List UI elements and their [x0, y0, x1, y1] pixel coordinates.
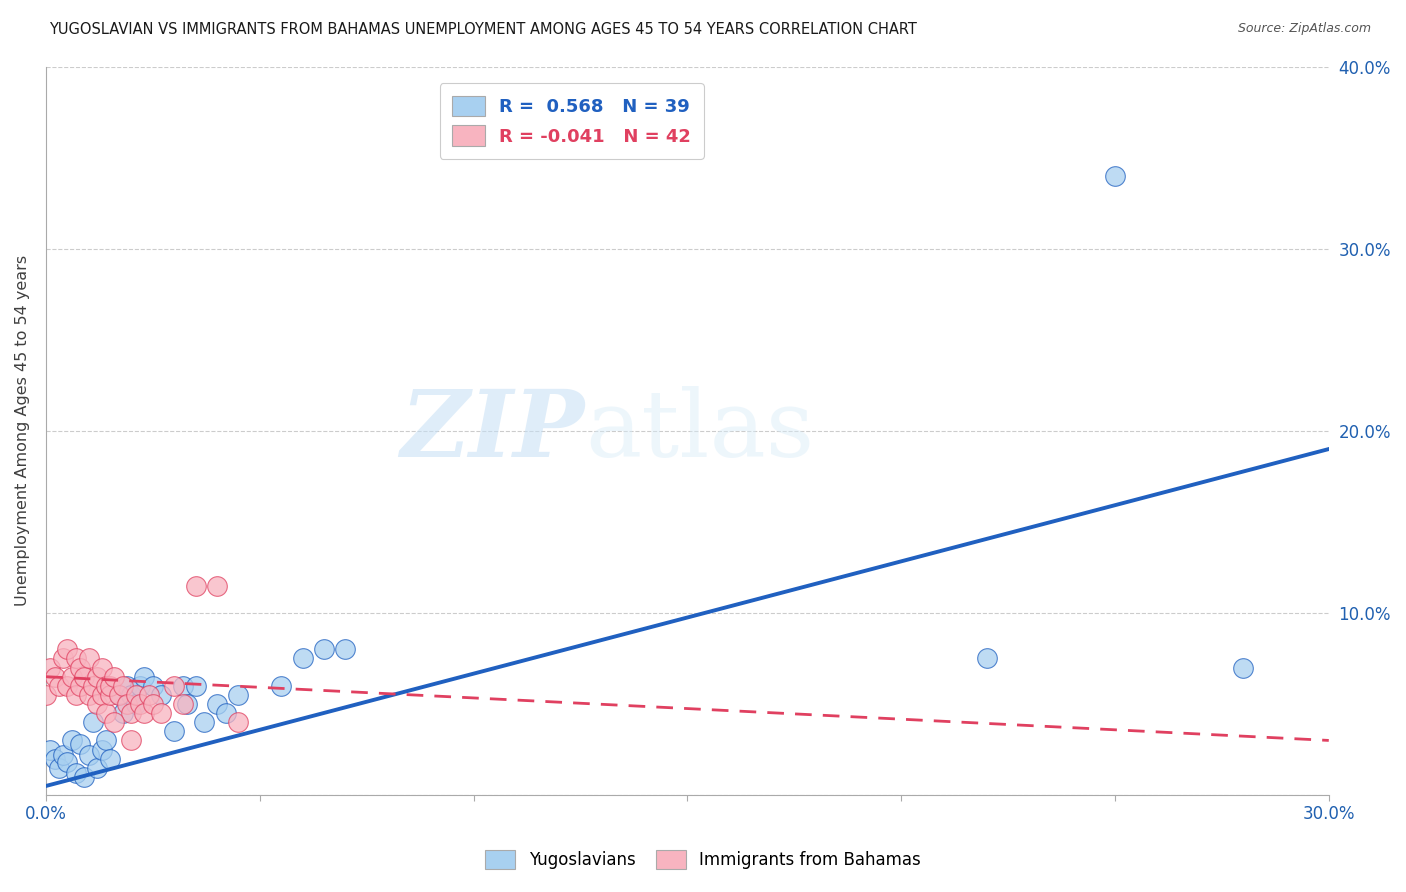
Point — [86, 697, 108, 711]
Point — [172, 679, 194, 693]
Legend: Yugoslavians, Immigrants from Bahamas: Yugoslavians, Immigrants from Bahamas — [475, 840, 931, 880]
Text: atlas: atlas — [585, 386, 814, 475]
Point — [205, 697, 228, 711]
Point — [94, 706, 117, 720]
Point — [121, 688, 143, 702]
Point — [73, 770, 96, 784]
Point — [90, 688, 112, 702]
Point — [111, 679, 134, 693]
Point — [52, 651, 75, 665]
Point — [205, 579, 228, 593]
Point — [134, 670, 156, 684]
Point — [312, 642, 335, 657]
Point — [163, 679, 186, 693]
Point — [39, 660, 62, 674]
Point — [86, 761, 108, 775]
Point — [98, 751, 121, 765]
Point — [1104, 169, 1126, 183]
Point — [138, 688, 160, 702]
Point — [90, 660, 112, 674]
Point — [228, 715, 250, 730]
Point — [69, 660, 91, 674]
Point — [976, 651, 998, 665]
Point — [103, 715, 125, 730]
Text: ZIP: ZIP — [401, 386, 585, 475]
Y-axis label: Unemployment Among Ages 45 to 54 years: Unemployment Among Ages 45 to 54 years — [15, 255, 30, 607]
Text: YUGOSLAVIAN VS IMMIGRANTS FROM BAHAMAS UNEMPLOYMENT AMONG AGES 45 TO 54 YEARS CO: YUGOSLAVIAN VS IMMIGRANTS FROM BAHAMAS U… — [49, 22, 917, 37]
Point — [56, 642, 79, 657]
Point — [77, 651, 100, 665]
Point — [82, 715, 104, 730]
Text: Source: ZipAtlas.com: Source: ZipAtlas.com — [1237, 22, 1371, 36]
Point — [193, 715, 215, 730]
Point — [56, 756, 79, 770]
Point — [94, 733, 117, 747]
Point — [172, 697, 194, 711]
Point — [125, 688, 148, 702]
Point — [270, 679, 292, 693]
Point — [115, 697, 138, 711]
Point — [35, 688, 58, 702]
Point — [48, 679, 70, 693]
Point — [1232, 660, 1254, 674]
Point — [121, 733, 143, 747]
Point — [69, 737, 91, 751]
Point — [121, 706, 143, 720]
Point — [163, 724, 186, 739]
Point — [52, 747, 75, 762]
Point — [48, 761, 70, 775]
Point — [214, 706, 236, 720]
Point — [134, 706, 156, 720]
Point — [60, 733, 83, 747]
Point — [228, 688, 250, 702]
Point — [125, 697, 148, 711]
Point — [65, 688, 87, 702]
Point — [44, 670, 66, 684]
Point — [184, 579, 207, 593]
Point — [335, 642, 357, 657]
Point — [103, 670, 125, 684]
Point — [77, 747, 100, 762]
Point — [111, 706, 134, 720]
Point — [73, 670, 96, 684]
Point — [115, 679, 138, 693]
Point — [77, 688, 100, 702]
Point — [44, 751, 66, 765]
Point — [142, 679, 165, 693]
Point — [107, 688, 129, 702]
Point — [86, 670, 108, 684]
Point — [107, 688, 129, 702]
Point — [98, 688, 121, 702]
Point — [150, 688, 173, 702]
Point — [94, 679, 117, 693]
Point — [82, 679, 104, 693]
Point — [176, 697, 198, 711]
Point — [184, 679, 207, 693]
Point — [56, 679, 79, 693]
Point — [129, 697, 152, 711]
Point — [60, 670, 83, 684]
Point — [98, 679, 121, 693]
Point — [129, 679, 152, 693]
Point — [142, 697, 165, 711]
Point — [65, 651, 87, 665]
Point — [69, 679, 91, 693]
Point — [39, 742, 62, 756]
Point — [291, 651, 314, 665]
Point — [150, 706, 173, 720]
Point — [90, 742, 112, 756]
Legend: R =  0.568   N = 39, R = -0.041   N = 42: R = 0.568 N = 39, R = -0.041 N = 42 — [440, 83, 704, 159]
Point — [65, 766, 87, 780]
